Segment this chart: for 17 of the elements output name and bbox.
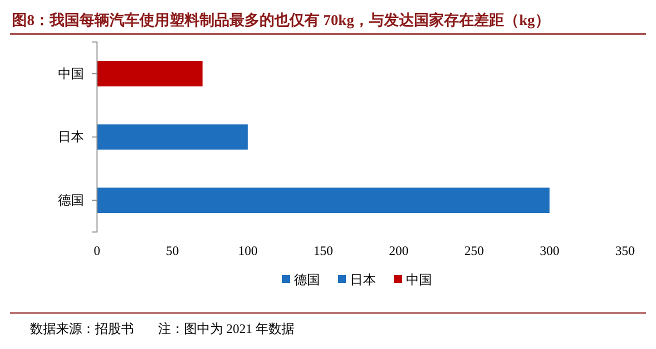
legend-label: 日本 — [350, 272, 376, 287]
x-tick-label: 0 — [94, 243, 100, 258]
y-tick-label: 德国 — [58, 192, 84, 208]
legend-label: 德国 — [294, 272, 320, 287]
x-tick-label: 300 — [540, 243, 560, 258]
x-tick-label: 350 — [615, 243, 635, 258]
x-tick-label: 200 — [388, 243, 408, 258]
source-note: 数据来源：招股书 — [30, 321, 134, 336]
x-tick-label: 100 — [238, 243, 258, 258]
x-tick-label: 150 — [314, 243, 334, 258]
x-tick-label: 250 — [464, 243, 484, 258]
text: 注：图中为 2021 年数据 — [158, 321, 294, 336]
chart-title: 图8：我国每辆汽车使用塑料制品最多的也仅有 70kg，与发达国家存在差距（kg） — [12, 11, 550, 29]
legend-label: 中国 — [406, 272, 432, 287]
y-tick-label: 中国 — [58, 66, 84, 81]
y-tick-label: 日本 — [58, 129, 84, 144]
x-tick-label: 50 — [166, 243, 179, 258]
